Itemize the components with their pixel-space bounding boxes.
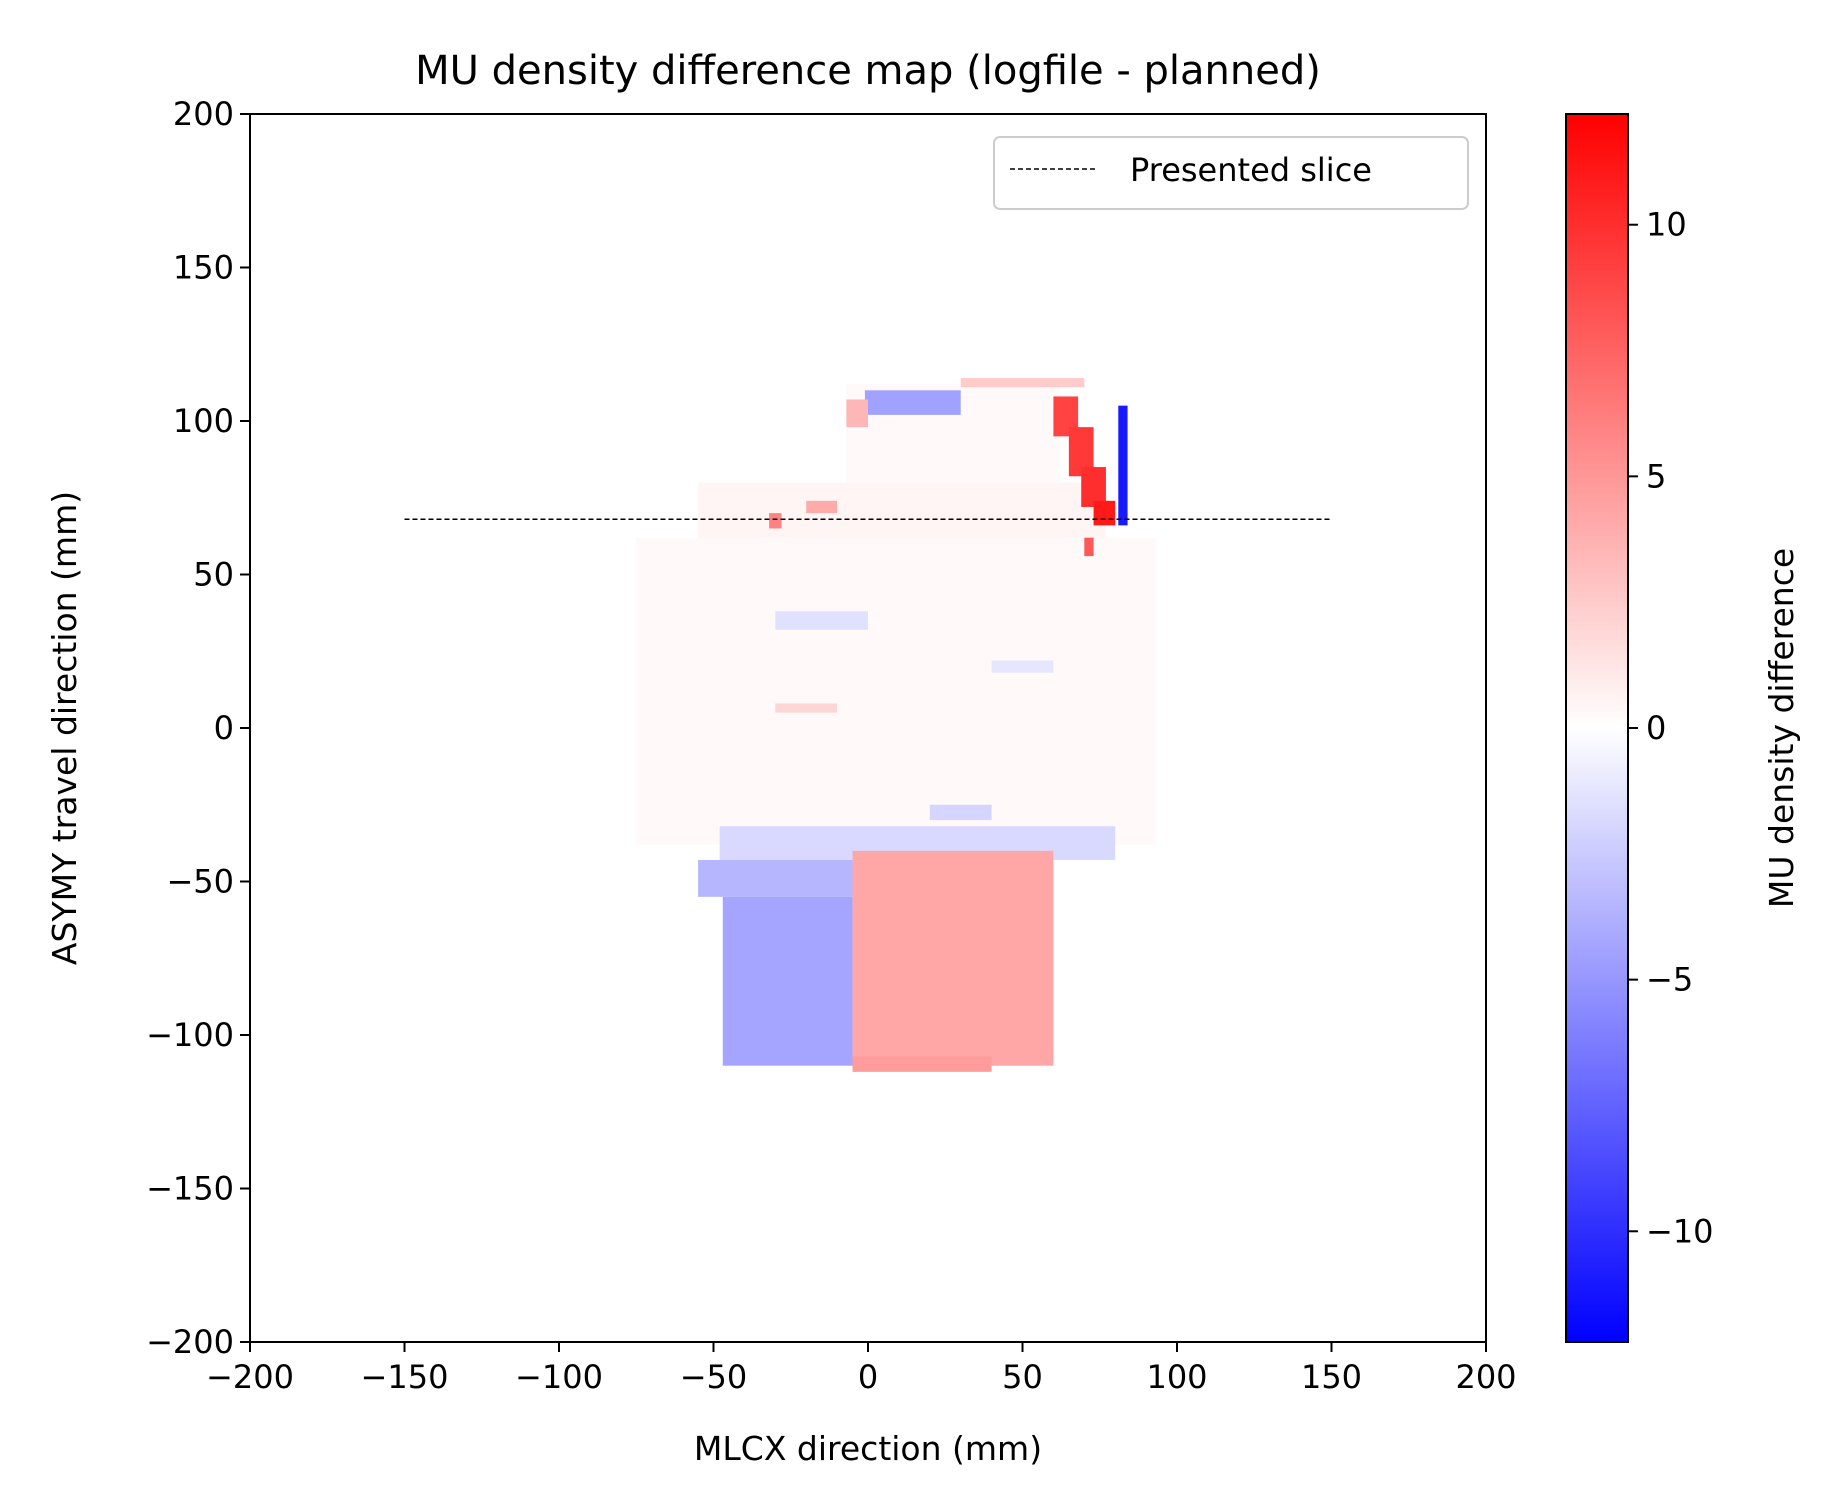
y-tick-label: 200 xyxy=(173,95,234,133)
difference-region xyxy=(775,703,838,713)
colorbar xyxy=(1565,113,1629,1343)
difference-region xyxy=(769,513,782,529)
field-region xyxy=(636,537,1156,845)
difference-region xyxy=(806,500,838,514)
difference-region xyxy=(846,399,868,428)
difference-region xyxy=(1118,405,1128,526)
y-tick-label: −50 xyxy=(166,863,234,901)
difference-region xyxy=(864,390,961,415)
x-tick-label: 150 xyxy=(1301,1358,1362,1396)
difference-region xyxy=(991,660,1054,673)
difference-region xyxy=(775,611,868,630)
x-tick-label: 100 xyxy=(1146,1358,1207,1396)
legend: Presented slice xyxy=(993,136,1469,210)
legend-entry-presented-slice: Presented slice xyxy=(1130,151,1372,189)
colorbar-tick-label: 5 xyxy=(1646,457,1666,495)
y-tick-label: 0 xyxy=(214,709,234,747)
x-axis-ticks: −200 −150 −100 −50 0 50 100 150 200 xyxy=(206,1342,1517,1396)
y-tick-label: 50 xyxy=(193,556,234,594)
colorbar-ticks: −10 −5 0 5 10 xyxy=(1628,206,1714,1250)
chart-title: MU density difference map (logfile - pla… xyxy=(415,48,1321,94)
difference-region xyxy=(1093,500,1116,526)
x-tick-label: −50 xyxy=(680,1358,748,1396)
x-tick-label: 50 xyxy=(1002,1358,1043,1396)
difference-region xyxy=(929,804,992,821)
y-tick-label: −100 xyxy=(146,1016,234,1054)
heatmap-layer xyxy=(636,378,1156,1072)
difference-region xyxy=(960,378,1085,388)
x-tick-label: 200 xyxy=(1455,1358,1516,1396)
difference-region xyxy=(1081,467,1106,507)
y-tick-label: 150 xyxy=(173,249,234,287)
field-region xyxy=(698,482,1106,538)
difference-region xyxy=(698,860,853,897)
x-axis-label: MLCX direction (mm) xyxy=(694,1429,1042,1468)
colorbar-label: MU density difference xyxy=(1762,548,1801,908)
x-tick-label: −200 xyxy=(206,1358,294,1396)
legend-box xyxy=(993,136,1469,210)
y-tick-label: −150 xyxy=(146,1170,234,1208)
x-tick-label: −150 xyxy=(361,1358,449,1396)
colorbar-tick-label: −5 xyxy=(1646,961,1693,999)
difference-region xyxy=(852,1056,992,1072)
colorbar-tick-label: 10 xyxy=(1646,206,1687,244)
colorbar-tick-label: 0 xyxy=(1646,709,1666,747)
y-tick-label: 100 xyxy=(173,402,234,440)
y-axis-label: ASYMY travel direction (mm) xyxy=(45,491,84,965)
difference-region xyxy=(1084,537,1094,557)
difference-region xyxy=(852,850,1054,1066)
y-tick-label: −200 xyxy=(146,1323,234,1361)
colorbar-tick-label: −10 xyxy=(1646,1212,1714,1250)
x-tick-label: 0 xyxy=(858,1358,878,1396)
x-tick-label: −100 xyxy=(515,1358,603,1396)
y-axis-ticks: −200 −150 −100 −50 0 50 100 150 200 xyxy=(146,95,250,1361)
difference-region xyxy=(722,896,853,1066)
